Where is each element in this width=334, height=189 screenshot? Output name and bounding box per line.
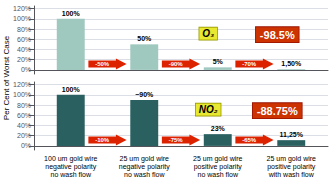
svg-text:20%: 20% <box>17 56 31 63</box>
svg-text:100%: 100% <box>62 10 81 17</box>
svg-text:100%: 100% <box>62 86 81 93</box>
svg-text:-65%: -65% <box>242 137 257 143</box>
svg-text:20%: 20% <box>17 132 31 139</box>
svg-text:O₃: O₃ <box>202 28 214 39</box>
svg-text:no wash flow: no wash flow <box>124 171 165 178</box>
svg-text:-10%: -10% <box>95 137 110 143</box>
svg-text:120%: 120% <box>13 5 31 12</box>
svg-text:60%: 60% <box>17 112 31 119</box>
svg-text:positive polarity: positive polarity <box>267 163 316 171</box>
svg-text:no wash flow: no wash flow <box>51 171 92 178</box>
svg-text:80%: 80% <box>17 102 31 109</box>
svg-text:-70%: -70% <box>242 61 257 67</box>
svg-text:with wash flow: with wash flow <box>268 171 315 178</box>
svg-text:11,25%: 11,25% <box>280 131 304 139</box>
svg-text:0%: 0% <box>21 142 31 149</box>
svg-text:50%: 50% <box>137 35 152 42</box>
svg-text:positive polarity: positive polarity <box>194 163 243 171</box>
svg-text:Per Cent of Worst Case: Per Cent of Worst Case <box>2 35 11 120</box>
svg-text:40%: 40% <box>17 122 31 129</box>
svg-text:negative polarity: negative polarity <box>45 163 96 171</box>
svg-text:negative polarity: negative polarity <box>119 163 170 171</box>
svg-text:0%: 0% <box>21 66 31 73</box>
svg-text:120%: 120% <box>13 81 31 88</box>
svg-text:no wash flow: no wash flow <box>198 171 239 178</box>
svg-text:25 um gold wire: 25 um gold wire <box>193 155 243 163</box>
svg-text:-50%: -50% <box>95 61 110 67</box>
svg-text:5%: 5% <box>213 58 224 65</box>
svg-text:25 um gold wire: 25 um gold wire <box>267 155 317 163</box>
svg-text:100 um gold wire: 100 um gold wire <box>44 155 97 163</box>
svg-text:-75%: -75% <box>169 137 184 143</box>
svg-text:100%: 100% <box>13 15 31 22</box>
svg-text:-90%: -90% <box>169 61 184 67</box>
svg-text:-88.75%: -88.75% <box>257 105 298 117</box>
svg-text:80%: 80% <box>17 26 31 33</box>
svg-text:1,50%: 1,50% <box>281 60 302 68</box>
svg-text:NO₂: NO₂ <box>199 104 218 115</box>
svg-text:40%: 40% <box>17 46 31 53</box>
svg-text:23%: 23% <box>211 125 226 132</box>
svg-text:-98.5%: -98.5% <box>260 29 295 41</box>
svg-text:60%: 60% <box>17 36 31 43</box>
svg-text:100%: 100% <box>13 91 31 98</box>
svg-text:~90%: ~90% <box>135 91 154 98</box>
svg-text:25 um gold wire: 25 um gold wire <box>120 155 170 163</box>
